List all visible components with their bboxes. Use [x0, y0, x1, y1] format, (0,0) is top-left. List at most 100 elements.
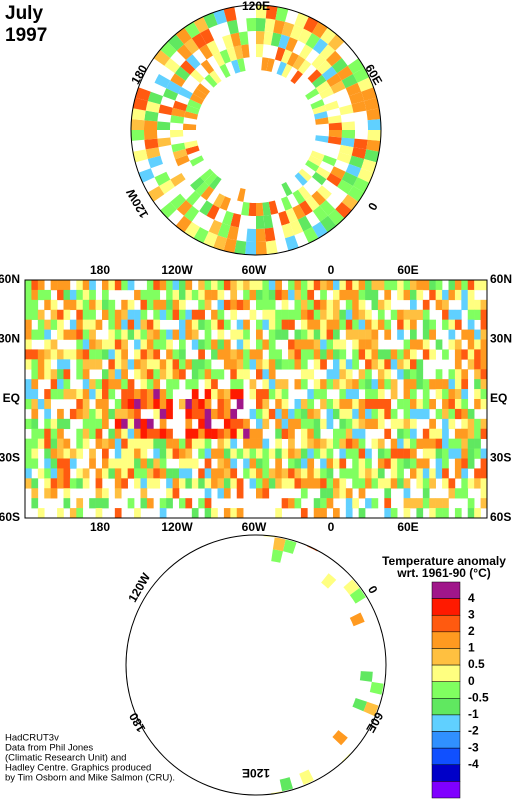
anomaly-cell — [397, 468, 404, 479]
anomaly-cell — [410, 309, 417, 320]
anomaly-cell — [281, 182, 293, 197]
anomaly-cell — [108, 458, 116, 469]
anomaly-cell — [256, 468, 263, 479]
anomaly-cell — [121, 359, 128, 370]
anomaly-cell — [223, 508, 231, 519]
anomaly-cell — [467, 408, 475, 420]
anomaly-cell — [256, 215, 265, 229]
anomaly-cell — [146, 289, 154, 301]
anomaly-cell — [44, 369, 51, 380]
anomaly-cell — [146, 299, 154, 311]
anomaly-cell — [352, 359, 359, 370]
anomaly-cell — [352, 319, 359, 330]
anomaly-cell — [108, 309, 116, 320]
anomaly-cell — [276, 61, 287, 76]
anomaly-cell — [256, 241, 267, 255]
anomaly-cell — [265, 240, 278, 255]
anomaly-cell — [198, 408, 205, 420]
anomaly-cell — [285, 207, 298, 223]
anomaly-cell — [256, 299, 263, 311]
anomaly-cell — [114, 329, 122, 340]
anomaly-cell — [384, 329, 392, 340]
anomaly-cell — [171, 142, 186, 153]
anomaly-cell — [429, 498, 436, 509]
anomaly-cell — [403, 349, 411, 360]
anomaly-cell — [326, 408, 334, 420]
anomaly-cell — [358, 508, 366, 519]
anomaly-cell — [169, 130, 184, 138]
anomaly-cell — [140, 339, 148, 350]
anomaly-cell — [37, 508, 45, 519]
anomaly-cell — [384, 508, 392, 519]
anomaly-cell — [243, 319, 250, 330]
anomaly-cell — [256, 359, 263, 370]
anomaly-cell — [95, 389, 103, 400]
anomaly-cell — [230, 329, 238, 340]
anomaly-cell — [127, 309, 135, 320]
anomaly-cell — [310, 150, 325, 161]
anomaly-cell — [352, 309, 359, 320]
anomaly-cell — [345, 508, 353, 519]
anomaly-cell — [371, 389, 379, 400]
anomaly-cell — [108, 428, 116, 439]
anomaly-cell — [390, 379, 398, 390]
anomaly-cell — [146, 428, 154, 439]
anomaly-cell — [461, 369, 469, 380]
anomaly-cell — [294, 339, 302, 350]
anomaly-cell — [57, 329, 64, 340]
anomaly-cell — [268, 408, 276, 420]
anomaly-cell — [474, 468, 481, 479]
anomaly-cell — [243, 329, 250, 340]
anomaly-cell — [204, 389, 212, 400]
anomaly-cell — [256, 478, 263, 489]
anomaly-cell — [480, 359, 488, 370]
anomaly-cell — [31, 289, 39, 301]
anomaly-cell — [211, 309, 218, 320]
anomaly-cell — [140, 488, 148, 499]
anomaly-cell — [146, 468, 154, 479]
anomaly-cell — [422, 408, 430, 420]
anomaly-cell — [371, 329, 379, 340]
anomaly-cell — [339, 399, 347, 410]
anomaly-cell — [320, 329, 327, 340]
anomaly-cell — [435, 458, 443, 469]
anomaly-cell — [57, 319, 64, 330]
anomaly-cell — [326, 349, 334, 360]
anomaly-cell — [153, 319, 161, 330]
anomaly-cell — [146, 379, 154, 390]
anomaly-cell — [377, 389, 385, 400]
anomaly-cell — [300, 329, 308, 340]
anomaly-cell — [102, 408, 109, 420]
anomaly-cell — [76, 299, 84, 311]
legend-swatch — [431, 631, 461, 649]
anomaly-cell — [37, 438, 45, 449]
anomaly-cell — [442, 349, 449, 360]
anomaly-cell — [403, 438, 411, 449]
anomaly-cell — [76, 448, 84, 459]
anomaly-cell — [358, 369, 366, 380]
anomaly-cell — [82, 428, 90, 439]
anomaly-cell — [159, 369, 167, 380]
anomaly-cell — [371, 359, 379, 370]
anomaly-cell — [377, 448, 385, 459]
anomaly-cell — [429, 399, 436, 410]
anomaly-cell — [31, 280, 39, 291]
anomaly-cell — [256, 408, 263, 420]
anomaly-cell — [249, 408, 257, 420]
anomaly-cell — [37, 359, 45, 370]
anomaly-cell — [365, 408, 372, 420]
anomaly-cell — [345, 438, 353, 449]
anomaly-cell — [371, 319, 379, 330]
anomaly-cell — [114, 448, 122, 459]
anomaly-cell — [341, 171, 358, 186]
anomaly-cell — [211, 319, 218, 330]
anomaly-cell — [25, 289, 32, 301]
anomaly-cell — [256, 329, 263, 340]
anomaly-cell — [31, 379, 39, 390]
anomaly-cell — [230, 379, 238, 390]
anomaly-cell — [134, 309, 141, 320]
anomaly-cell — [185, 379, 193, 390]
anomaly-cell — [134, 289, 141, 301]
anomaly-cell — [467, 508, 475, 519]
anomaly-cell — [134, 508, 141, 519]
